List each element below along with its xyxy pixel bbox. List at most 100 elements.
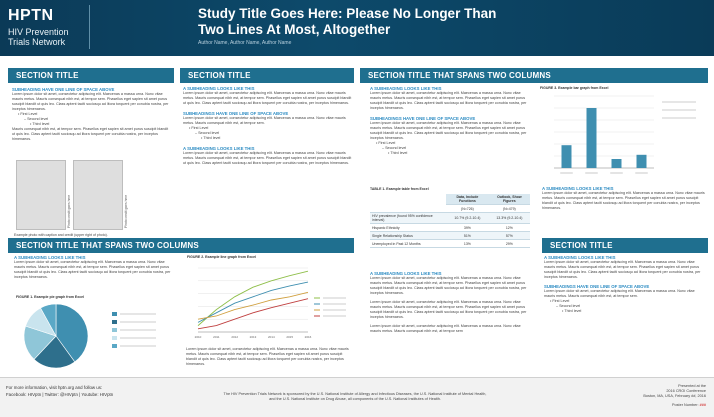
series-line — [197, 281, 309, 323]
section-3-right-body: A SUBHEADING LOOKS LIKE THIS Lorem ipsum… — [542, 183, 706, 211]
bar — [611, 159, 622, 168]
section-title-1: SECTION TITLE — [8, 68, 174, 83]
table-cell — [370, 204, 447, 213]
pie-chart — [23, 303, 156, 369]
figure-2-title: FIGURE 2. Example line graph from Excel — [187, 255, 257, 259]
table-cell: 51% — [446, 231, 489, 240]
section-4-body: A SUBHEADING LOOKS LIKE THIS Lorem ipsum… — [14, 252, 174, 280]
bullet-list: • First Level – Second level • Third lev… — [183, 126, 353, 141]
subheading: SUBHEADINGS HAVE ONE LINE OF SPACE ABOVE — [183, 111, 289, 116]
presented-line-2: 2016 CROI Conference — [666, 389, 706, 393]
legend-swatch — [112, 344, 117, 348]
sponsor-line-1: The HIV Prevention Trials Network is spo… — [223, 392, 487, 396]
photo-caption: Example photo with caption and credit (u… — [14, 233, 108, 237]
section-3-lower-body: A SUBHEADING LOOKS LIKE THIS Lorem ipsum… — [370, 268, 530, 334]
bar — [636, 154, 647, 168]
subheading: A SUBHEADING LOOKS LIKE THIS — [544, 255, 616, 260]
subheading: A SUBHEADING LOOKS LIKE THIS — [14, 255, 86, 260]
paragraph: Lorem ipsum dolor sit amet, consectetur … — [183, 91, 352, 105]
section-title-4: SECTION TITLE THAT SPANS TWO COLUMNS — [8, 238, 354, 253]
photo-placeholder-1 — [16, 160, 66, 230]
table-row: HIV prevalence (found 95% confidence int… — [370, 212, 530, 224]
table-cell: 10.7% (9.2-10.4) — [446, 212, 489, 224]
paragraph: Lorem ipsum dolor sit amet, consectetur … — [370, 121, 527, 140]
legend-swatch — [112, 328, 117, 332]
table-corner-cell — [370, 194, 447, 205]
sponsor-line-2: and the U.S. National Institute on Drug … — [269, 397, 441, 401]
paragraph: Lorem ipsum dolor sit amet, consectetur … — [544, 289, 695, 298]
bullet-level-3: • Third level — [388, 151, 408, 155]
paragraph: Lorem ipsum dolor sit amet, consectetur … — [183, 151, 352, 165]
photo-credit-2: Photo credit goes here — [124, 194, 128, 228]
paragraph: Mauris consequat nibh est, at tempor sem… — [12, 127, 169, 141]
series-line — [197, 270, 309, 326]
section-3-left-body: A SUBHEADING LOOKS LIKE THIS Lorem ipsum… — [370, 83, 530, 156]
line-chart: 2010 2011 2012 2013 2014 2015 2016 — [195, 267, 346, 339]
section-title-5: SECTION TITLE — [542, 238, 708, 253]
series-line — [197, 298, 309, 330]
subheading: A SUBHEADING LOOKS LIKE THIS — [183, 146, 255, 151]
presented-line-1: Presented at the — [678, 384, 706, 388]
paragraph: Lorem ipsum dolor sit amet, consectetur … — [183, 116, 346, 125]
x-tick-label: 2012 — [231, 335, 238, 339]
paragraph: Lorem ipsum dolor sit amet, consectetur … — [14, 260, 171, 279]
paragraph: Lorem ipsum dolor sit amet, consectetur … — [370, 91, 527, 110]
logo-wordmark: HPTN — [8, 7, 54, 24]
title-line-1: Study Title Goes Here: Please No Longer … — [198, 6, 497, 21]
paragraph: Lorem ipsum dolor sit amet, consectetur … — [370, 300, 527, 319]
photo-placeholder-2 — [73, 160, 123, 230]
table-row-label: Hispanic Ethnicity — [370, 223, 447, 232]
bullet-list: • First Level – Second level • Third lev… — [370, 141, 530, 156]
bar — [561, 145, 572, 168]
bullet-level-1: • First Level — [376, 141, 396, 145]
table-cell: (N=479) — [488, 204, 530, 213]
bar-chart — [554, 95, 696, 174]
subheading: A SUBHEADING LOOKS LIKE THIS — [370, 86, 442, 91]
bullet-level-2: – Second level — [382, 146, 407, 150]
pie-slice — [40, 303, 57, 337]
paragraph: Lorem ipsum dolor sit amet, consectetur … — [12, 92, 169, 111]
subheading: SUBHEADINGS HAVE ONE LINE OF SPACE ABOVE — [544, 284, 650, 289]
bullet-level-1: • First Level — [18, 112, 38, 116]
x-tick-label: 2013 — [250, 335, 257, 339]
photo-credit-1: Photo credit goes here — [67, 194, 71, 228]
footer-contact: For more information, visit hptn.org and… — [6, 384, 113, 398]
legend-swatch — [112, 320, 117, 324]
table-subheader-row: (N=726) (N=479) — [370, 204, 530, 213]
table-cell: 13.3% (9.2-10.4) — [488, 212, 530, 224]
subheading: A SUBHEADING LOOKS LIKE THIS — [183, 86, 255, 91]
hptn-logo: HPTN HIV Prevention Trials Network — [6, 5, 90, 49]
section-title-2: SECTION TITLE — [180, 68, 354, 83]
poster-number: Poster Number: ### — [672, 403, 706, 407]
table-cell: 29% — [488, 239, 530, 248]
bullet-level-1: • First Level — [550, 299, 570, 303]
title-line-2: Two Lines At Most, Altogether — [198, 22, 391, 37]
logo-subtitle: HIV Prevention Trials Network — [8, 27, 94, 47]
table-row-label: Single Relationship Status — [370, 231, 447, 240]
pie-slice — [33, 335, 76, 369]
social-links[interactable]: Facebook: HIVptn | Twitter: @HIVptn | Yo… — [6, 392, 114, 397]
x-tick-label: 2014 — [268, 335, 275, 339]
poster-title: Study Title Goes Here: Please No Longer … — [198, 6, 528, 38]
bullet-list: • First Level – Second level • Third lev… — [12, 112, 172, 127]
author-list: Author Name, Author Name, Author Name — [198, 40, 292, 46]
legend-swatch — [112, 336, 117, 340]
series-line — [197, 291, 309, 320]
section-1-body: SUBHEADING HAVE ONE LINE OF SPACE ABOVE … — [12, 84, 172, 142]
table-title: TABLE 1. Example table from Excel — [370, 187, 429, 191]
x-tick-label: 2015 — [286, 335, 293, 339]
subheading: SUBHEADING HAVE ONE LINE OF SPACE ABOVE — [12, 87, 115, 92]
header-banner: HPTN HIV Prevention Trials Network Study… — [0, 0, 714, 56]
paragraph: Lorem ipsum dolor sit amet, consectetur … — [370, 276, 527, 295]
figure-3-title: FIGURE 3. Example bar graph from Excel — [540, 86, 609, 90]
paragraph: Lorem ipsum dolor sit amet, consectetur … — [544, 260, 701, 279]
footer-presented: Presented at the 2016 CROI Conference Bo… — [643, 384, 706, 408]
subheading: SUBHEADINGS HAVE ONE LINE OF SPACE ABOVE — [370, 116, 476, 121]
paragraph: Lorem ipsum dolor sit amet, consectetur … — [186, 347, 349, 366]
presented-line-3: Boston, MA, USA, February ##, 2016 — [643, 394, 706, 398]
more-info-text: For more information, visit hptn.org and… — [6, 385, 103, 390]
x-tick-label: 2011 — [213, 335, 220, 339]
table-header-row: Data, Include Functions Outlook, Show Fi… — [370, 194, 530, 205]
paragraph: Lorem ipsum dolor sit amet, consectetur … — [370, 324, 521, 333]
table-cell: 57% — [488, 231, 530, 240]
